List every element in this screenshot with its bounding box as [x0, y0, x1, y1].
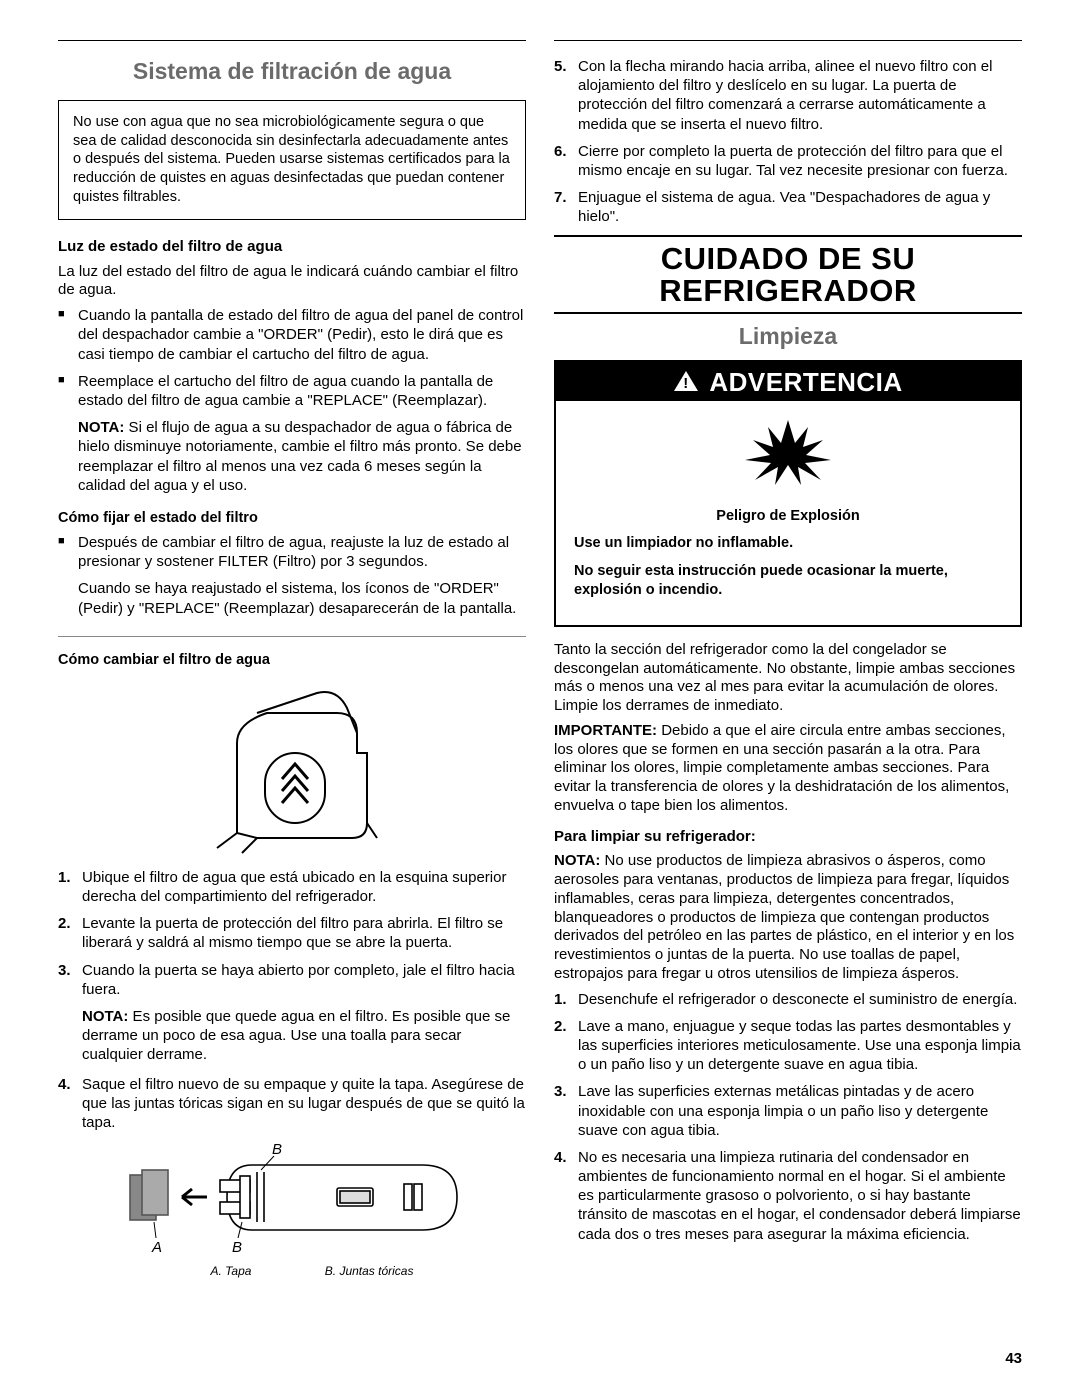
note-text: Es posible que quede agua en el filtro. … — [82, 1008, 510, 1063]
note-label: NOTA: — [82, 1008, 128, 1025]
right-column: Con la flecha mirando hacia arriba, alin… — [554, 40, 1022, 1289]
svg-text:B: B — [232, 1239, 242, 1256]
status-light-intro: La luz del estado del filtro de agua le … — [58, 263, 526, 301]
page-number: 43 — [1005, 1350, 1022, 1369]
caption-a: A. Tapa — [211, 1264, 252, 1279]
warning-line-2: No seguir esta instrucción puede ocasion… — [574, 562, 1002, 601]
warning-line-1: Use un limpiador no inflamable. — [574, 534, 1002, 554]
title-line-1: CUIDADO DE SU — [661, 241, 916, 276]
notice-box: No use con agua que no sea microbiológic… — [58, 100, 526, 220]
warning-label: ADVERTENCIA — [709, 366, 902, 399]
top-rule-left — [58, 40, 526, 41]
list-item: Lave las superficies externas metálicas … — [578, 1082, 1022, 1140]
section-title-filtration: Sistema de filtración de agua — [58, 57, 526, 86]
bullet-item: Cuando la pantalla de estado del filtro … — [78, 306, 526, 364]
heading-para-limpiar: Para limpiar su refrigerador: — [554, 828, 1022, 847]
warning-triangle-icon: ! — [673, 370, 699, 396]
notice-text: No use con agua que no sea microbiológic… — [73, 114, 510, 205]
step3-note: NOTA: Es posible que quede agua en el fi… — [58, 1007, 526, 1065]
heading-status-light: Luz de estado del filtro de agua — [58, 238, 526, 257]
change-filter-steps: Ubique el filtro de agua que está ubicad… — [58, 868, 526, 999]
figure-caption: A. Tapa B. Juntas tóricas — [58, 1264, 526, 1279]
left-column: Sistema de filtración de agua No use con… — [58, 40, 526, 1289]
figure-filter-cartridge: B — [58, 1140, 526, 1279]
major-section-title: CUIDADO DE SU REFRIGERADOR — [554, 235, 1022, 314]
importante-paragraph: IMPORTANTE: Debido a que el aire circula… — [554, 722, 1022, 816]
list-item: Cuando la puerta se haya abierto por com… — [82, 961, 526, 999]
limpieza-intro: Tanto la sección del refrigerador como l… — [554, 641, 1022, 716]
bullet-item: Reemplace el cartucho del filtro de agua… — [78, 372, 526, 410]
figure-filter-housing — [58, 683, 526, 858]
list-item: No es necesaria una limpieza rutinaria d… — [578, 1148, 1022, 1244]
list-item: Lave a mano, enjuague y seque todas las … — [578, 1017, 1022, 1075]
list-item: Saque el filtro nuevo de su empaque y qu… — [82, 1075, 526, 1133]
warning-heading: Peligro de Explosión — [574, 507, 1002, 527]
cleaning-steps: Desenchufe el refrigerador o desconecte … — [554, 990, 1022, 1244]
reset-desc: Cuando se haya reajustado el sistema, lo… — [58, 579, 526, 617]
reset-bullets: Después de cambiar el filtro de agua, re… — [58, 533, 526, 571]
list-item: Desenchufe el refrigerador o desconecte … — [578, 990, 1022, 1009]
importante-label: IMPORTANTE: — [554, 722, 657, 739]
list-item: Levante la puerta de protección del filt… — [82, 914, 526, 952]
warning-box: ! ADVERTENCIA Peligro de Explosión Use u… — [554, 360, 1022, 627]
explosion-icon — [556, 401, 1020, 499]
heading-change-filter: Cómo cambiar el filtro de agua — [58, 651, 526, 669]
heading-reset-filter: Cómo fijar el estado del filtro — [58, 509, 526, 527]
title-line-2: REFRIGERADOR — [659, 273, 916, 308]
nota-label: NOTA: — [554, 852, 600, 869]
status-light-note: NOTA: Si el flujo de agua a su despachad… — [58, 418, 526, 495]
nota-cleaning: NOTA: No use productos de limpieza abras… — [554, 852, 1022, 983]
warning-header: ! ADVERTENCIA — [556, 362, 1020, 401]
steps-continued: Con la flecha mirando hacia arriba, alin… — [554, 57, 1022, 227]
change-filter-steps-cont: Saque el filtro nuevo de su empaque y qu… — [58, 1075, 526, 1133]
note-text: Si el flujo de agua a su despachador de … — [78, 419, 522, 494]
list-item: Cierre por completo la puerta de protecc… — [578, 142, 1022, 180]
page-columns: Sistema de filtración de agua No use con… — [58, 40, 1022, 1289]
caption-b: B. Juntas tóricas — [325, 1264, 414, 1279]
svg-text:A: A — [151, 1239, 162, 1256]
bullet-item: Después de cambiar el filtro de agua, re… — [78, 533, 526, 571]
top-rule-right — [554, 40, 1022, 41]
svg-text:B: B — [272, 1141, 282, 1158]
list-item: Con la flecha mirando hacia arriba, alin… — [578, 57, 1022, 134]
section-title-limpieza: Limpieza — [554, 322, 1022, 351]
nota-text: No use productos de limpieza abrasivos o… — [554, 852, 1014, 982]
warning-body: Peligro de Explosión Use un limpiador no… — [556, 499, 1020, 625]
mid-rule — [58, 636, 526, 637]
svg-text:!: ! — [684, 375, 690, 392]
status-light-bullets: Cuando la pantalla de estado del filtro … — [58, 306, 526, 410]
list-item: Enjuague el sistema de agua. Vea "Despac… — [578, 188, 1022, 226]
list-item: Ubique el filtro de agua que está ubicad… — [82, 868, 526, 906]
note-label: NOTA: — [78, 419, 124, 436]
